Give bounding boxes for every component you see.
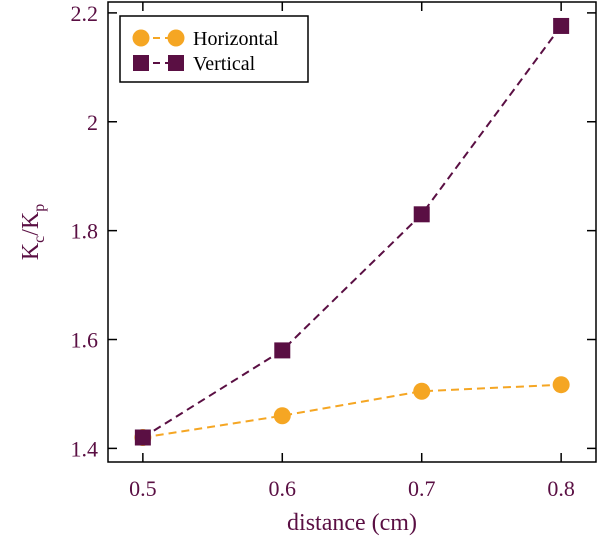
y-axis-title-sub1: c <box>31 236 48 243</box>
y-tick-label: 2.2 <box>71 1 99 26</box>
x-tick-label: 0.5 <box>129 476 157 501</box>
series-line-horizontal <box>142 383 562 439</box>
legend-marker-vertical <box>133 55 149 71</box>
y-tick-label: 1.6 <box>71 328 99 353</box>
legend-label-vertical: Vertical <box>193 53 256 75</box>
y-tick-label: 1.8 <box>71 219 99 244</box>
point-vertical <box>134 429 151 446</box>
x-tick-label: 0.8 <box>547 476 575 501</box>
point-horizontal <box>552 376 570 394</box>
y-axis-title-sub2: p <box>31 204 48 212</box>
legend: Horizontal Vertical <box>119 15 309 83</box>
y-tick-label: 1.4 <box>71 436 99 461</box>
x-axis-title: distance (cm) <box>287 510 417 536</box>
legend-marker-vertical-2 <box>168 55 184 71</box>
point-vertical <box>553 17 570 34</box>
point-vertical <box>274 342 291 359</box>
point-horizontal <box>273 407 291 425</box>
legend-marker-horizontal <box>132 29 150 47</box>
y-axis-title-base: K <box>18 242 44 260</box>
legend-marker-horizontal-2 <box>167 29 185 47</box>
x-tick-label: 0.6 <box>269 476 297 501</box>
series-layer <box>134 17 570 447</box>
legend-box <box>119 15 309 83</box>
point-vertical <box>413 206 430 223</box>
point-horizontal <box>413 382 431 400</box>
y-axis-title: Kc/Kp <box>18 204 48 260</box>
series-line-vertical <box>142 25 562 439</box>
legend-label-horizontal: Horizontal <box>193 28 279 50</box>
y-axis-title-mid: /K <box>18 211 44 236</box>
plot-frame <box>107 1 597 463</box>
y-tick-label: 2 <box>87 110 98 135</box>
x-tick-label: 0.7 <box>408 476 436 501</box>
axis-ticks: 0.5 0.6 0.7 0.8 1.4 1.6 1.8 2 2.2 <box>71 1 596 501</box>
